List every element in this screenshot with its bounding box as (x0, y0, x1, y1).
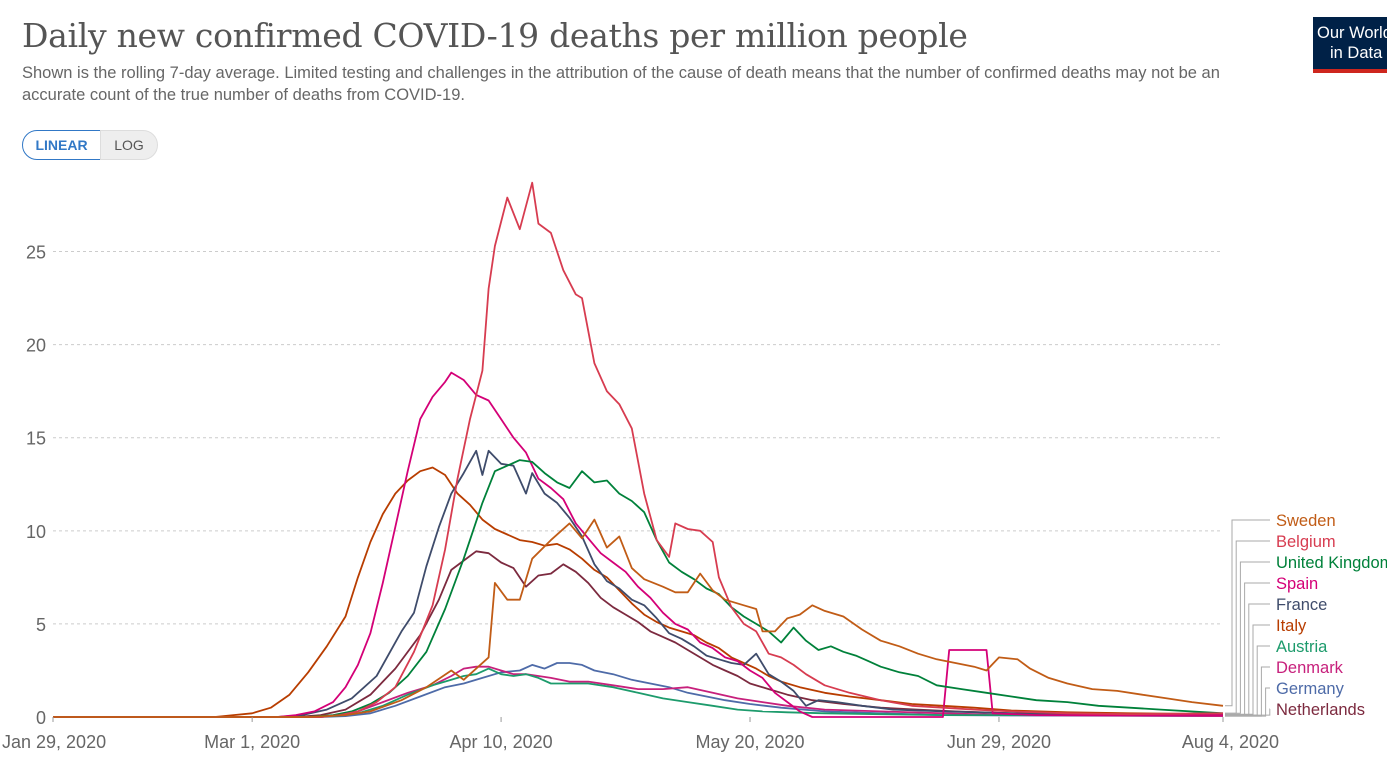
series-line-italy (53, 466, 1224, 718)
chart-subtitle: Shown is the rolling 7-day average. Limi… (22, 64, 1220, 104)
x-tick-label: Jun 29, 2020 (947, 732, 1051, 752)
legend-label: Denmark (1276, 659, 1344, 677)
y-tick-label: 10 (26, 522, 46, 542)
x-tick-label: Aug 4, 2020 (1182, 732, 1279, 752)
y-tick-label: 15 (26, 429, 46, 449)
grid-layer: 0 5 10 15 20 25 (26, 243, 1223, 728)
legend-label: Netherlands (1276, 701, 1365, 719)
legend-label: United Kingdom (1276, 554, 1387, 572)
x-tick-label: Jan 29, 2020 (2, 732, 106, 752)
series-line-austria (53, 667, 1223, 718)
legend-label: Germany (1276, 680, 1345, 698)
legend-connector (1225, 687, 1270, 717)
legend-connector (1225, 624, 1270, 715)
x-tick-label: Mar 1, 2020 (204, 732, 300, 752)
y-tick-label: 20 (26, 336, 46, 356)
series-line-france (53, 449, 1224, 718)
owid-logo[interactable]: Our World in Data (1313, 17, 1387, 73)
logo-line-2: in Data (1330, 44, 1383, 62)
x-tick-label: Apr 10, 2020 (450, 732, 553, 752)
logo-line-1: Our World (1317, 24, 1387, 42)
series-line-sweden (53, 518, 1224, 718)
series-line-netherlands (53, 550, 1223, 718)
legend-label: Sweden (1276, 512, 1336, 530)
legend-label: Austria (1276, 638, 1328, 656)
series-line-denmark (53, 665, 1224, 718)
series-line-germany (53, 662, 1224, 718)
y-tick-label: 25 (26, 243, 46, 263)
y-tick-label: 5 (36, 615, 46, 635)
x-tick-label: May 20, 2020 (695, 732, 804, 752)
legend-label: Spain (1276, 575, 1318, 593)
chart-title: Daily new confirmed COVID-19 deaths per … (22, 16, 968, 55)
y-tick-label: 0 (36, 708, 46, 728)
legend-connector (1225, 708, 1271, 716)
log-scale-button[interactable]: LOG (100, 130, 158, 160)
legend-connector (1225, 561, 1270, 714)
legend-label: Belgium (1276, 533, 1336, 551)
legend-label: Italy (1276, 617, 1307, 635)
series-layer (53, 181, 1224, 718)
series-line-united-kingdom (53, 459, 1224, 718)
logo-accent-bar (1313, 69, 1387, 73)
x-axis: Jan 29, 2020 Mar 1, 2020 Apr 10, 2020 May 2… (2, 717, 1279, 752)
series-line-spain (53, 371, 1223, 718)
legend-label: France (1276, 596, 1327, 614)
legend-connector (1225, 519, 1270, 707)
series-line-belgium (53, 181, 1224, 718)
legend: Sweden Belgium United Kingdom Spain France It… (1225, 512, 1387, 719)
